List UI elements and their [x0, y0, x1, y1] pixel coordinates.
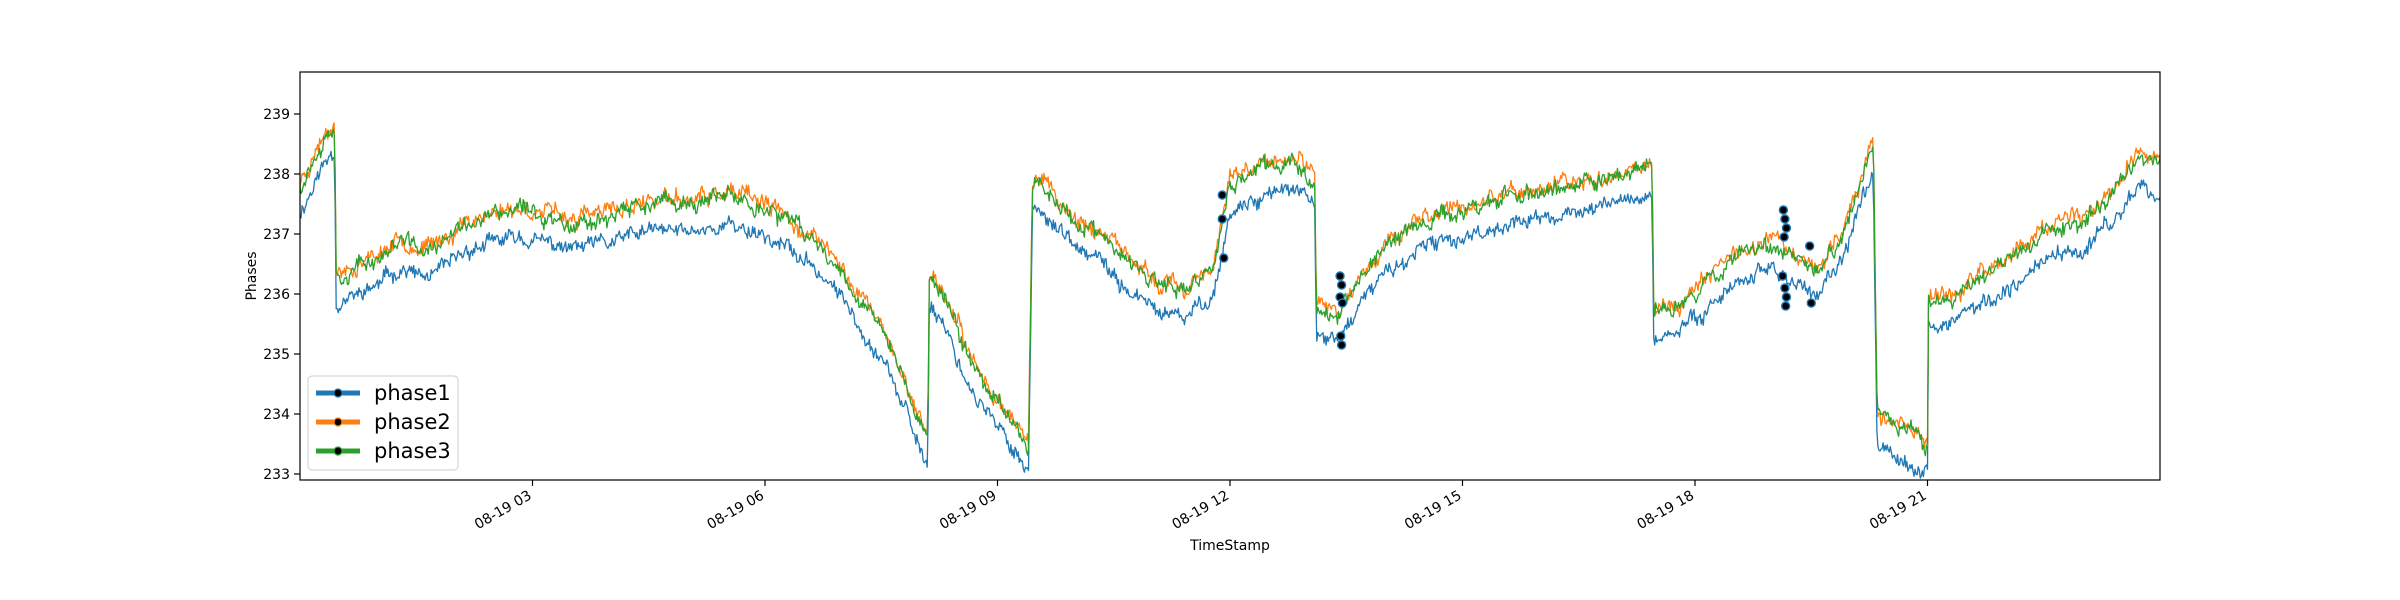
- outlier-layer: [1217, 190, 1816, 350]
- legend-box: [307, 375, 459, 471]
- outlier-marker: [1778, 205, 1789, 215]
- outlier-marker: [1777, 271, 1788, 281]
- y-tick-label: 235: [263, 347, 290, 363]
- outlier-marker: [1335, 271, 1345, 281]
- outlier-marker: [1780, 301, 1791, 311]
- outlier-marker: [1781, 292, 1792, 302]
- outlier-marker: [1337, 298, 1348, 308]
- legend-label-phase1: phase1: [374, 381, 451, 405]
- outlier-marker: [1780, 283, 1790, 293]
- outlier-marker: [1217, 190, 1227, 200]
- x-tick-label: 08-19 03: [472, 488, 535, 533]
- x-tick-label: 08-19 09: [937, 488, 1000, 533]
- y-axis: 233 234 235 236 237 238 239: [263, 107, 300, 483]
- outlier-marker: [1806, 298, 1816, 308]
- y-tick-label: 239: [263, 107, 290, 123]
- y-tick-label: 234: [263, 407, 290, 423]
- legend-label-phase2: phase2: [374, 410, 451, 434]
- series-line-phase2: [300, 122, 2160, 449]
- legend-label-phase3: phase3: [374, 439, 451, 463]
- outlier-marker: [1336, 331, 1346, 341]
- series-layer: [300, 122, 2160, 479]
- legend-marker-phase1: [333, 388, 343, 398]
- outlier-marker: [1219, 253, 1229, 263]
- series-line-phase3: [300, 128, 2160, 457]
- outlier-marker: [1781, 223, 1792, 233]
- y-tick-label: 238: [263, 167, 290, 183]
- y-tick-label: 236: [263, 287, 290, 303]
- outlier-marker: [1804, 241, 1815, 251]
- outlier-marker: [1779, 232, 1789, 242]
- y-tick-label: 237: [263, 227, 290, 243]
- y-axis-title: Phases: [244, 251, 260, 300]
- outlier-marker: [1780, 214, 1790, 224]
- outlier-marker: [1217, 214, 1227, 224]
- y-tick-label: 233: [263, 467, 290, 483]
- x-tick-label: 08-19 21: [1867, 488, 1930, 533]
- outlier-marker: [1336, 280, 1347, 290]
- legend-marker-phase3: [333, 446, 343, 456]
- x-tick-label: 08-19 15: [1402, 488, 1465, 533]
- x-tick-label: 08-19 18: [1634, 488, 1697, 533]
- series-line-phase1: [300, 150, 2160, 479]
- x-tick-label: 08-19 06: [704, 488, 767, 533]
- x-axis-title: TimeStamp: [1189, 538, 1270, 554]
- legend: phase1 phase2 phase3: [307, 375, 459, 471]
- legend-marker-phase2: [333, 417, 343, 427]
- x-axis: 08-19 03 08-19 06 08-19 09 08-19 12 08-19 15…: [472, 480, 1930, 533]
- outlier-marker: [1336, 340, 1347, 350]
- x-tick-label: 08-19 12: [1169, 488, 1232, 533]
